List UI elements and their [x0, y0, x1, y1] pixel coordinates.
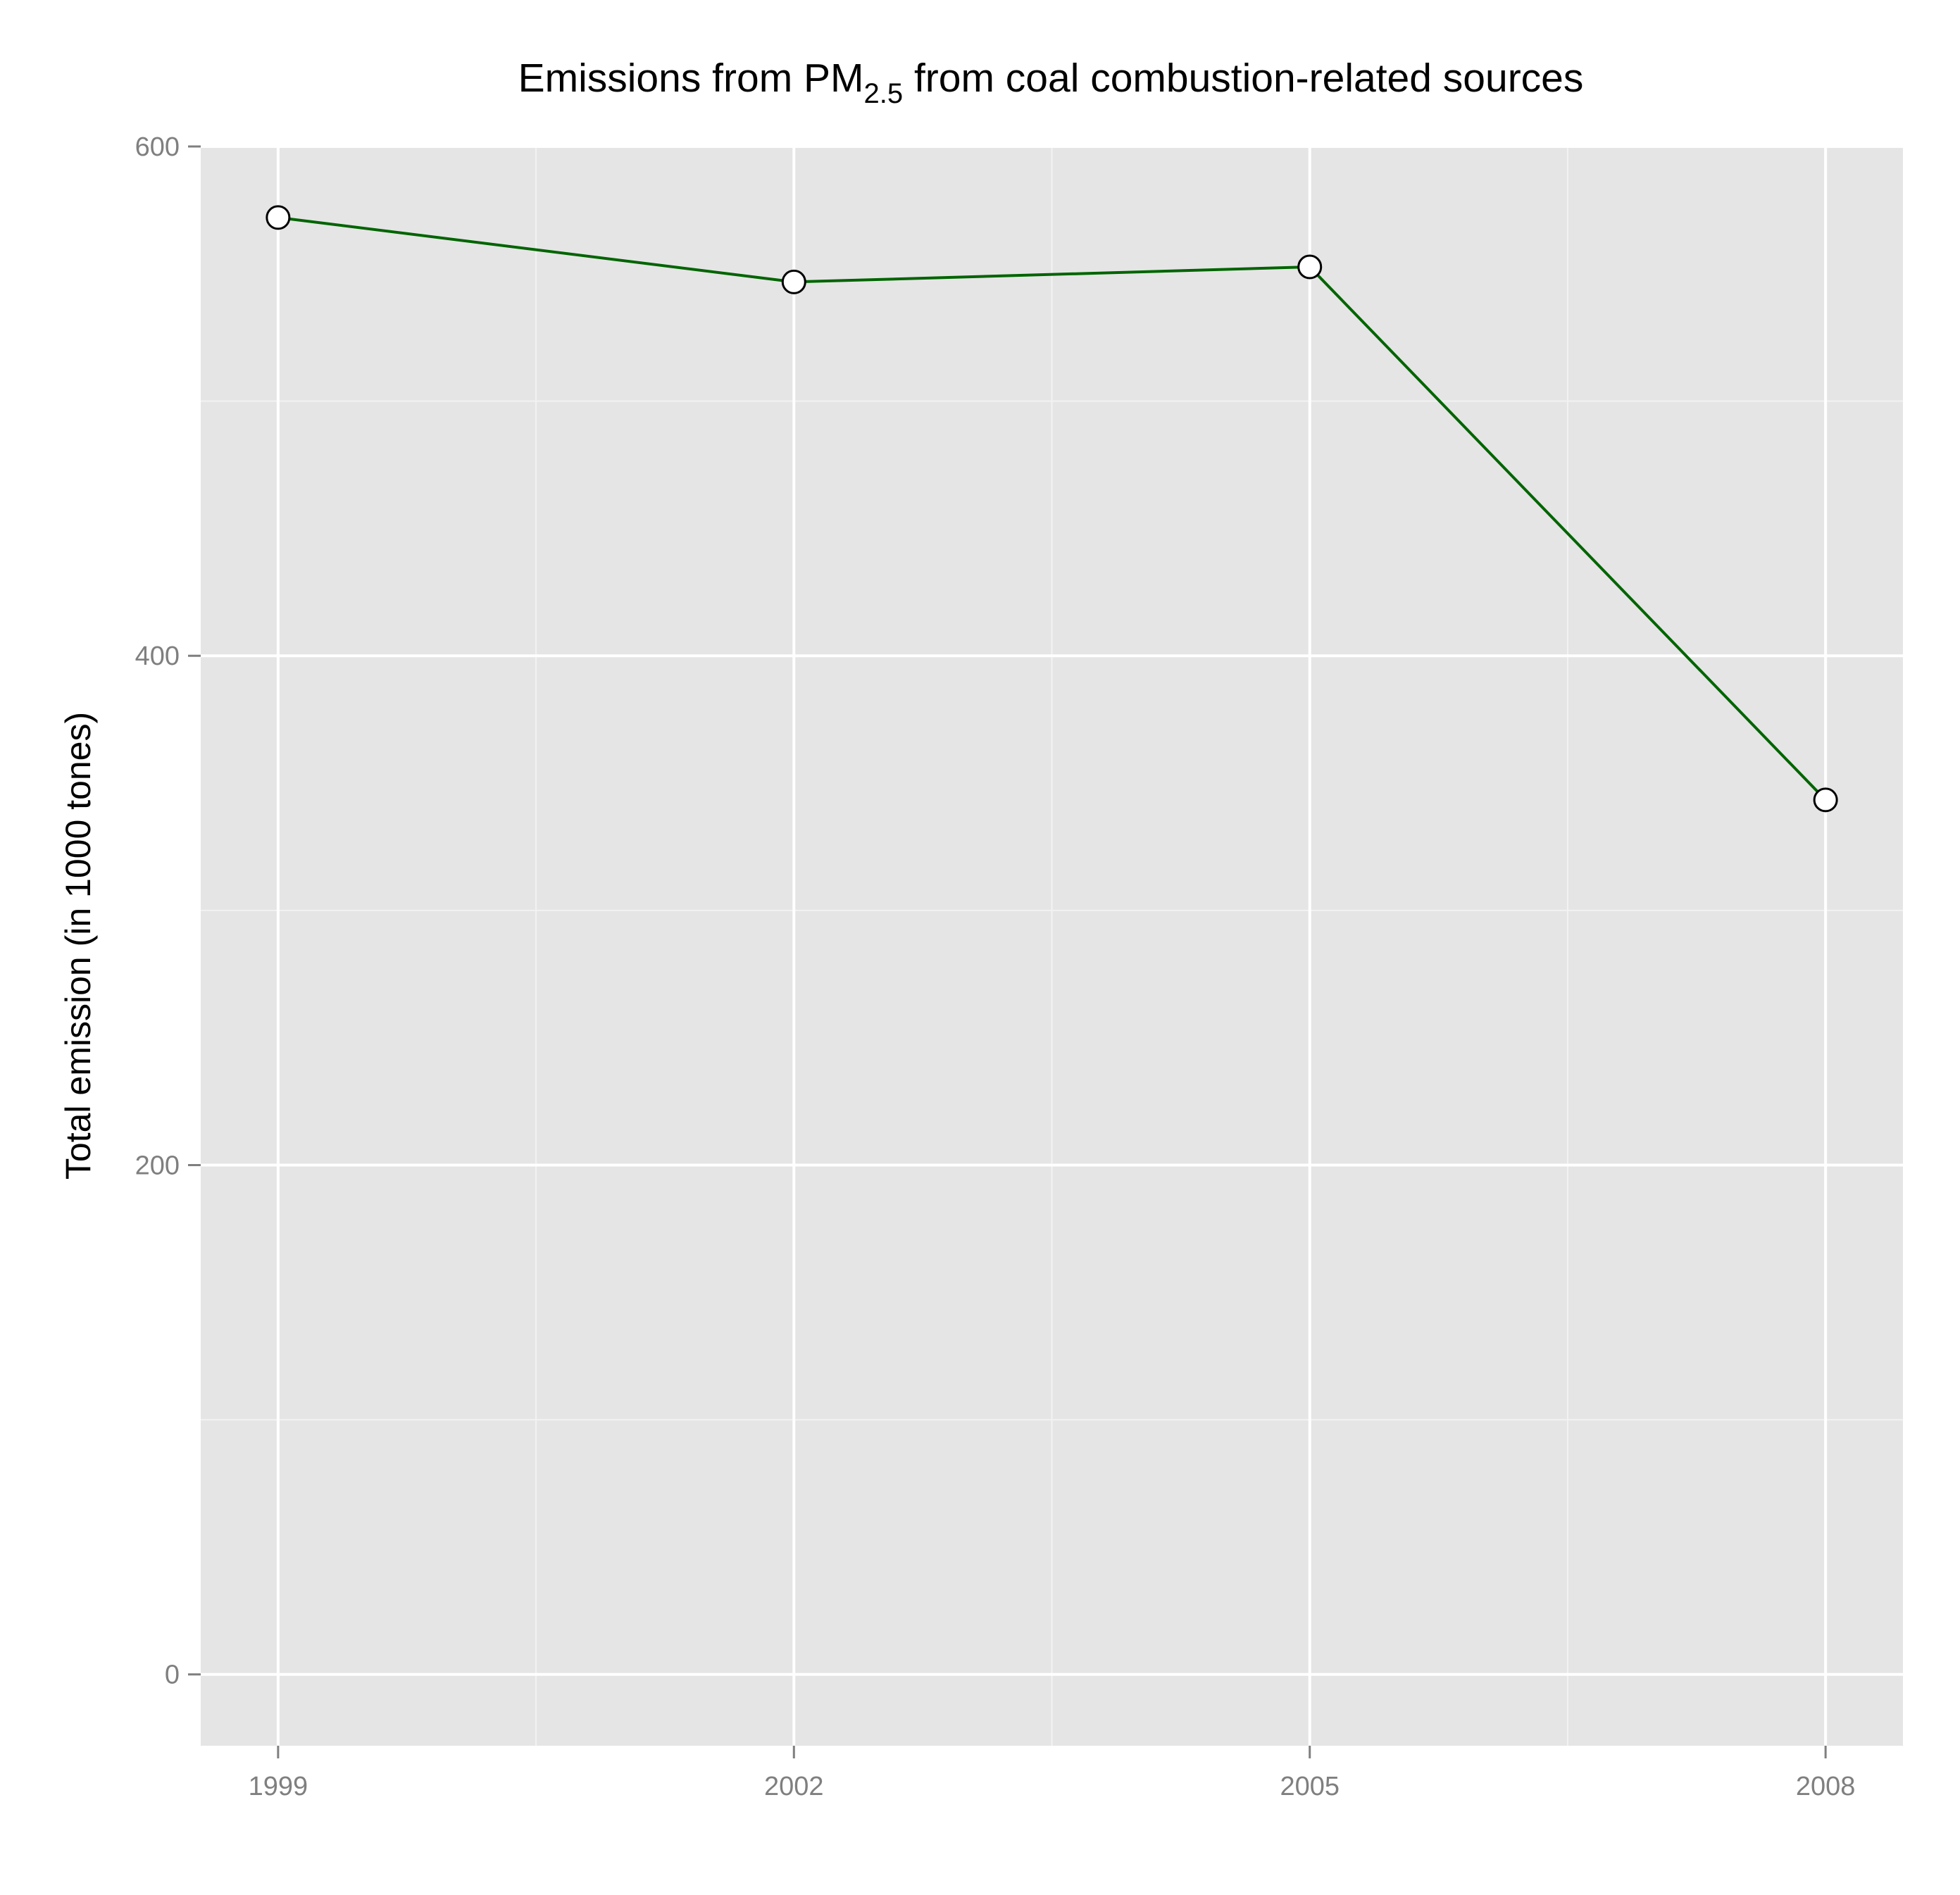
data-point — [1297, 254, 1323, 280]
series-line-segment — [1309, 265, 1827, 801]
x-tick-label: 2005 — [1280, 1772, 1340, 1801]
y-tick-label: 0 — [165, 1661, 180, 1690]
axis-ticks — [188, 145, 1827, 1758]
series-line-segment — [277, 215, 794, 284]
x-tick-label: 2008 — [1796, 1772, 1856, 1801]
y-tick-label: 400 — [135, 642, 180, 671]
chart-title-suffix: from coal combustion-related sources — [903, 56, 1583, 101]
major-gridlines — [201, 145, 1903, 1746]
series-points — [266, 205, 1838, 813]
x-tick-label: 2002 — [764, 1772, 824, 1801]
chart-title-prefix: Emissions from PM — [518, 56, 864, 101]
minor-gridlines — [201, 146, 1903, 1746]
series-lines — [277, 215, 1827, 801]
y-axis-tick-labels: 0 200 400 600 — [135, 132, 180, 1690]
y-tick-label: 200 — [135, 1151, 180, 1180]
data-point — [781, 269, 806, 294]
y-axis-title: Total emission (in 1000 tones) — [58, 712, 98, 1180]
chart-title: Emissions from PM2.5 from coal combustio… — [518, 56, 1584, 109]
x-axis-tick-labels: 1999 2002 2005 2008 — [249, 1772, 1856, 1801]
y-tick-label: 600 — [135, 132, 180, 162]
chart-title-subscript: 2.5 — [864, 78, 904, 109]
x-tick-label: 1999 — [249, 1772, 308, 1801]
series-line-segment — [794, 265, 1310, 284]
data-point — [1813, 787, 1838, 813]
data-point — [266, 205, 291, 230]
